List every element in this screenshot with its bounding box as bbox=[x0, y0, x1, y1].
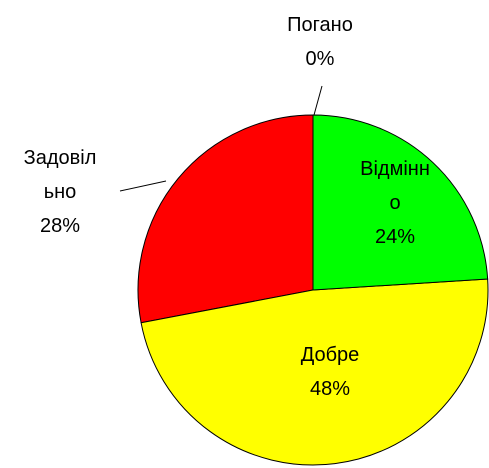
value-label: 0% bbox=[305, 48, 335, 70]
category-label: Добре bbox=[300, 344, 360, 366]
pie-slice bbox=[312, 114, 489, 291]
category-label: Погано bbox=[287, 14, 353, 36]
category-label: Відмінно bbox=[360, 158, 430, 214]
value-label: 24% bbox=[374, 226, 416, 248]
slice-label: Відмінно 24% bbox=[359, 152, 431, 254]
slice-label: Добре 48% bbox=[290, 338, 370, 406]
slice-label: Задовільно 28% bbox=[22, 141, 98, 243]
slice-label: Погано 0% bbox=[270, 8, 370, 76]
value-label: 48% bbox=[309, 378, 351, 400]
value-label: 28% bbox=[39, 215, 81, 237]
pie-slice bbox=[140, 278, 489, 466]
category-label: Задовільно bbox=[23, 147, 97, 203]
leader-line bbox=[313, 85, 323, 116]
leader-line bbox=[119, 180, 167, 192]
pie-slice bbox=[137, 114, 314, 324]
